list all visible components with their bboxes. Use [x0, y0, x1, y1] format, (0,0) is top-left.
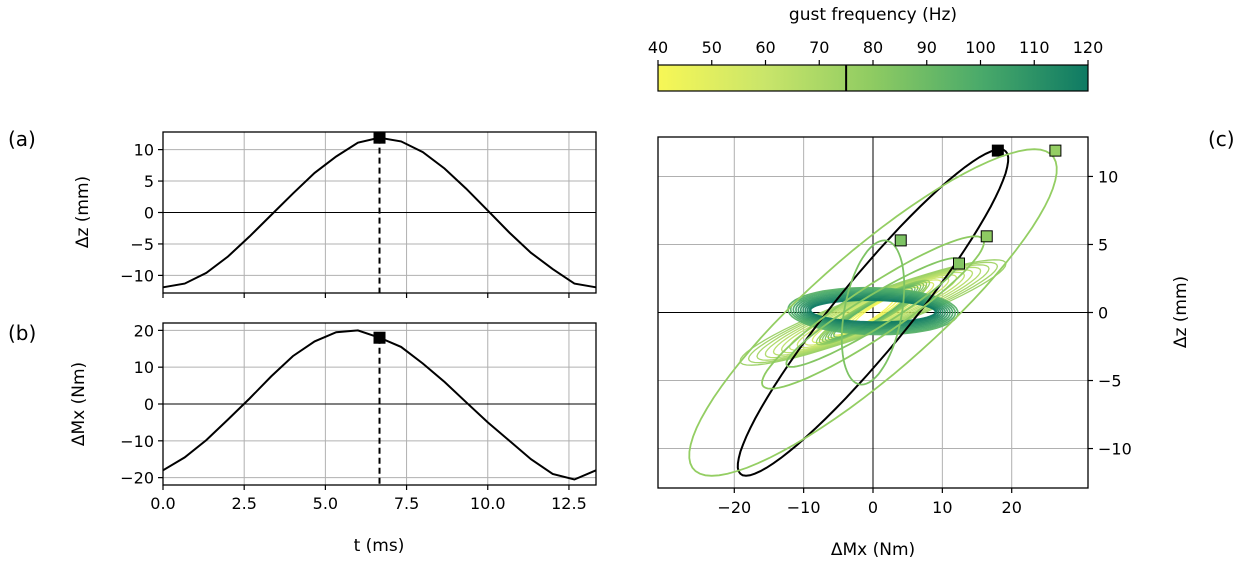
xtick-label: −20	[717, 498, 751, 517]
cluster-curve	[797, 291, 949, 331]
xtick-label: 12.5	[551, 494, 587, 513]
colorbar-tick-label: 50	[702, 38, 722, 57]
ytick-label: −10	[120, 432, 154, 451]
cluster-curve	[808, 298, 938, 325]
xtick-label: 2.5	[231, 494, 256, 513]
xlabel-b: t (ms)	[354, 536, 405, 556]
colorbar-tick-label: 110	[1019, 38, 1050, 57]
chart-c: −20 −10 0 10 20 −10 −5 0 5 10 ΔMx (Nm) Δz (mm)	[657, 136, 1191, 560]
xlabel-c: ΔMx (Nm)	[831, 540, 915, 560]
xtick-label: 0	[868, 498, 878, 517]
ytick-label: −20	[120, 469, 154, 488]
colorbar-tick-label: 120	[1073, 38, 1104, 57]
cluster-curve	[809, 299, 937, 323]
time-marker-square	[373, 331, 386, 344]
ytick-label: 0	[144, 204, 154, 223]
cluster-curve	[792, 289, 954, 333]
end-marker	[953, 257, 965, 270]
cluster-curve	[795, 290, 951, 332]
ticks-b: 0.0 2.5 5.0 7.5 10.0 12.5 −20 −10 0 10 20	[120, 321, 587, 513]
colorbar-tick-label: 100	[965, 38, 996, 57]
colorbar-tick-label: 40	[648, 38, 668, 57]
xtick-label: 10	[932, 498, 952, 517]
ylabel-a: Δz (mm)	[73, 176, 93, 248]
cluster-curve	[806, 296, 940, 326]
ylabel-c: Δz (mm)	[1171, 276, 1191, 348]
ticks-a: −10 −5 0 5 10	[120, 141, 570, 298]
ytick-label: 5	[144, 172, 154, 191]
xtick-label: −10	[787, 498, 821, 517]
ytick-label: 10	[134, 141, 154, 160]
xtick-label: 0.0	[150, 494, 175, 513]
hysteresis-loop	[840, 239, 906, 386]
ticks-c: −20 −10 0 10 20 −10 −5 0 5 10	[717, 167, 1131, 517]
colorbar-gradient	[657, 64, 1089, 92]
plot-area-c	[658, 137, 1088, 488]
end-marker	[991, 144, 1004, 157]
chart-a: −10 −5 0 5 10 Δz (mm)	[73, 131, 597, 298]
ytick-label: 10	[1098, 167, 1118, 186]
panel-label-a: (a)	[8, 127, 36, 151]
time-marker-square	[373, 131, 386, 144]
colorbar-tick-label: 70	[809, 38, 829, 57]
xtick-label: 10.0	[470, 494, 506, 513]
cluster-curve	[789, 288, 957, 335]
plot-area-a	[162, 131, 597, 293]
xtick-label: 5.0	[313, 494, 338, 513]
cluster-curve	[804, 295, 942, 327]
colorbar: 40 50 60 70 80 90 100 110 120 gust frequency (Hz…	[648, 5, 1103, 92]
ytick-label: 5	[1098, 235, 1108, 254]
ytick-label: −5	[130, 235, 154, 254]
hysteresis-loop	[761, 235, 985, 390]
ylabel-b: ΔMx (Nm)	[69, 362, 89, 446]
colorbar-label: gust frequency (Hz)	[789, 5, 957, 25]
ytick-label: 0	[1098, 304, 1108, 323]
ytick-label: 20	[134, 321, 154, 340]
panel-label-b: (b)	[8, 321, 36, 345]
end-marker	[980, 230, 993, 243]
colorbar-tick-label: 60	[755, 38, 775, 57]
hysteresis-loop	[736, 148, 1010, 477]
chart-b: 0.0 2.5 5.0 7.5 10.0 12.5 −20 −10 0 10 20 ΔMx (Nm)…	[69, 321, 597, 556]
colorbar-tick-label: 80	[863, 38, 883, 57]
cluster-curve	[787, 286, 959, 336]
hysteresis-loop	[688, 148, 1058, 477]
panel-label-c: (c)	[1208, 127, 1235, 151]
plot-area-b	[162, 329, 597, 485]
xtick-label: 7.5	[394, 494, 419, 513]
ytick-label: −5	[1098, 372, 1122, 391]
colorbar-tick-label: 90	[917, 38, 937, 57]
ytick-label: 0	[144, 395, 154, 414]
colorbar-ticks: 40 50 60 70 80 90 100 110 120	[648, 38, 1103, 91]
ytick-label: −10	[120, 266, 154, 285]
cluster-curve	[802, 294, 944, 328]
end-marker	[1049, 144, 1062, 157]
ytick-label: 10	[134, 358, 154, 377]
xtick-label: 20	[1002, 498, 1022, 517]
ytick-label: −10	[1098, 440, 1132, 459]
end-marker	[894, 234, 907, 247]
